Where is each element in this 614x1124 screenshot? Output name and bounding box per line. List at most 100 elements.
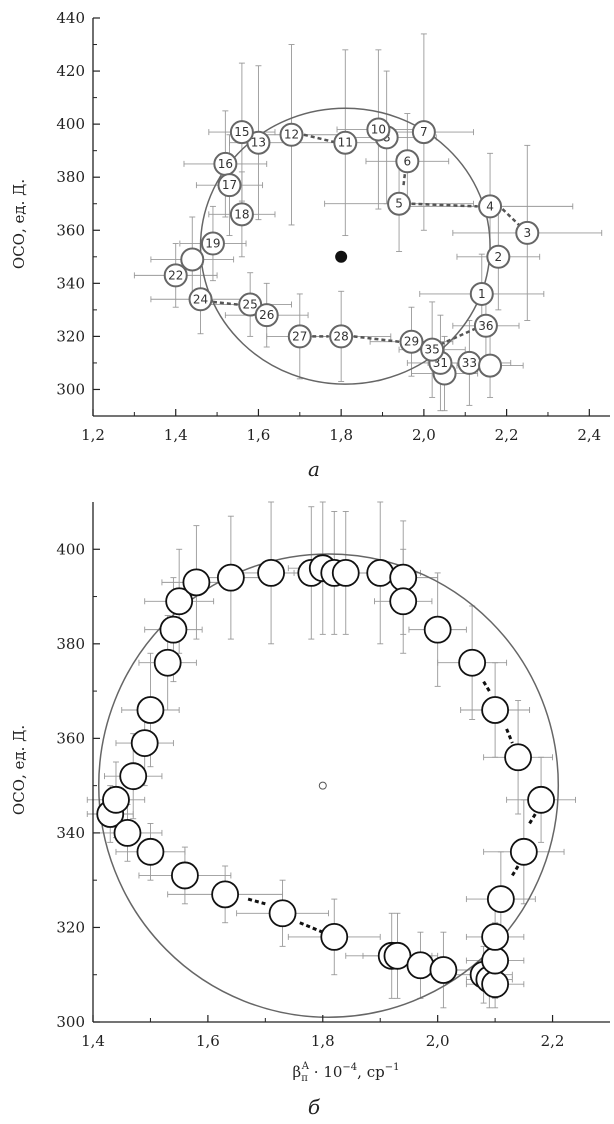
point-marker	[486, 885, 515, 913]
point-marker	[136, 696, 165, 724]
point-marker	[389, 563, 418, 592]
point-marker	[389, 587, 418, 616]
data-point	[389, 563, 418, 592]
point-label: 11	[338, 136, 353, 150]
point-marker	[257, 559, 285, 587]
data-point: 36	[473, 313, 498, 338]
x-tick-label: 1,4	[164, 426, 188, 444]
data-point: 27	[287, 324, 312, 349]
data-point	[389, 587, 418, 616]
fit-circle	[199, 107, 491, 385]
x-tick-label: 2,0	[412, 426, 436, 444]
panel-a-fit-circle	[199, 107, 491, 385]
point-marker	[395, 149, 420, 174]
data-point: 19	[200, 231, 225, 256]
data-point	[136, 837, 165, 866]
trajectory-segment	[353, 335, 400, 343]
point-label: 25	[243, 298, 258, 312]
y-tick-label: 400	[56, 115, 85, 133]
x-tick-label: 2,4	[577, 426, 601, 444]
x-tick-label: 1,8	[311, 1032, 335, 1050]
point-marker	[153, 648, 182, 677]
point-marker	[429, 956, 458, 984]
point-marker	[320, 923, 349, 951]
x-tick-label: 1,8	[329, 426, 353, 444]
point-marker	[527, 785, 555, 814]
data-point	[182, 568, 211, 597]
point-label: 26	[259, 308, 274, 322]
x-tick-label: 1,6	[196, 1032, 220, 1050]
panel-a-axes: 1,2 1,4 1,6 1,8 2,0 2,2 2,4 300 320 340 360 380 400 4…	[56, 9, 610, 444]
data-point: 16	[213, 151, 238, 176]
trajectory-segment	[501, 208, 520, 226]
trajectory-segment	[528, 813, 537, 825]
data-point	[130, 729, 159, 757]
y-tick-label: 320	[56, 327, 85, 345]
data-point	[481, 696, 510, 724]
data-point: 6	[395, 149, 420, 174]
panel-b-x-axis-label: βπA · 10−4, ср−1	[293, 1061, 400, 1084]
x-tick-label: 1,6	[247, 426, 271, 444]
data-point: 33	[457, 350, 482, 375]
point-marker	[481, 696, 510, 724]
point-marker	[387, 191, 412, 216]
data-point	[366, 559, 395, 587]
point-marker	[279, 122, 304, 147]
data-point: 26	[254, 303, 279, 328]
point-label: 18	[234, 207, 249, 221]
panel-a-chart: 1234567810111213151617181922242526272829…	[10, 9, 610, 481]
point-label: 22	[168, 268, 183, 282]
panel-b-axes: 1,4 1,6 1,8 2,0 2,2 300 320 340 360 380 400	[56, 502, 610, 1050]
point-marker	[481, 970, 510, 999]
data-point	[257, 559, 285, 587]
data-point	[136, 696, 165, 724]
data-point	[331, 559, 360, 587]
point-marker	[159, 615, 188, 644]
point-marker	[486, 244, 511, 269]
point-marker	[216, 563, 245, 592]
point-marker	[504, 743, 532, 772]
data-point	[320, 923, 349, 951]
point-marker	[188, 287, 213, 312]
panel-b-y-axis-label: ОСО, ед. Д.	[10, 725, 28, 815]
point-marker	[119, 762, 148, 791]
data-point	[458, 648, 487, 677]
data-point: 15	[229, 120, 254, 145]
data-point: 25	[238, 292, 263, 317]
point-marker	[130, 729, 159, 757]
point-label: 28	[334, 329, 349, 343]
data-point: 1	[469, 281, 494, 306]
point-marker	[458, 648, 487, 677]
panel-b-label: б	[308, 1095, 321, 1119]
center-point	[318, 781, 327, 790]
data-point	[211, 880, 240, 909]
data-point	[119, 762, 148, 791]
point-label: 4	[486, 199, 494, 213]
point-label: 15	[234, 125, 249, 139]
panel-b-trajectory	[247, 680, 537, 934]
panel-b-fit-circle	[97, 553, 560, 1019]
y-tick-label: 440	[56, 9, 85, 27]
y-tick-label: 300	[56, 1013, 85, 1031]
point-marker	[366, 559, 395, 587]
data-point	[481, 923, 510, 951]
panel-a-y-axis-label: ОСО, ед. Д.	[10, 179, 28, 269]
data-point: 5	[387, 191, 412, 216]
trajectory-segment	[511, 865, 520, 877]
data-point	[423, 615, 452, 644]
x-tick-label: 1,4	[81, 1032, 105, 1050]
data-point	[481, 946, 510, 975]
data-point	[171, 861, 199, 890]
y-tick-label: 320	[56, 918, 85, 936]
data-point	[481, 970, 510, 999]
data-point	[165, 587, 194, 616]
center-point	[335, 250, 348, 263]
trajectory-segment	[505, 728, 514, 744]
point-marker	[331, 559, 360, 587]
point-marker	[469, 281, 494, 306]
data-point: 11	[333, 130, 358, 155]
point-label: 29	[404, 335, 419, 349]
data-point: 24	[188, 287, 213, 312]
point-marker	[478, 353, 503, 378]
